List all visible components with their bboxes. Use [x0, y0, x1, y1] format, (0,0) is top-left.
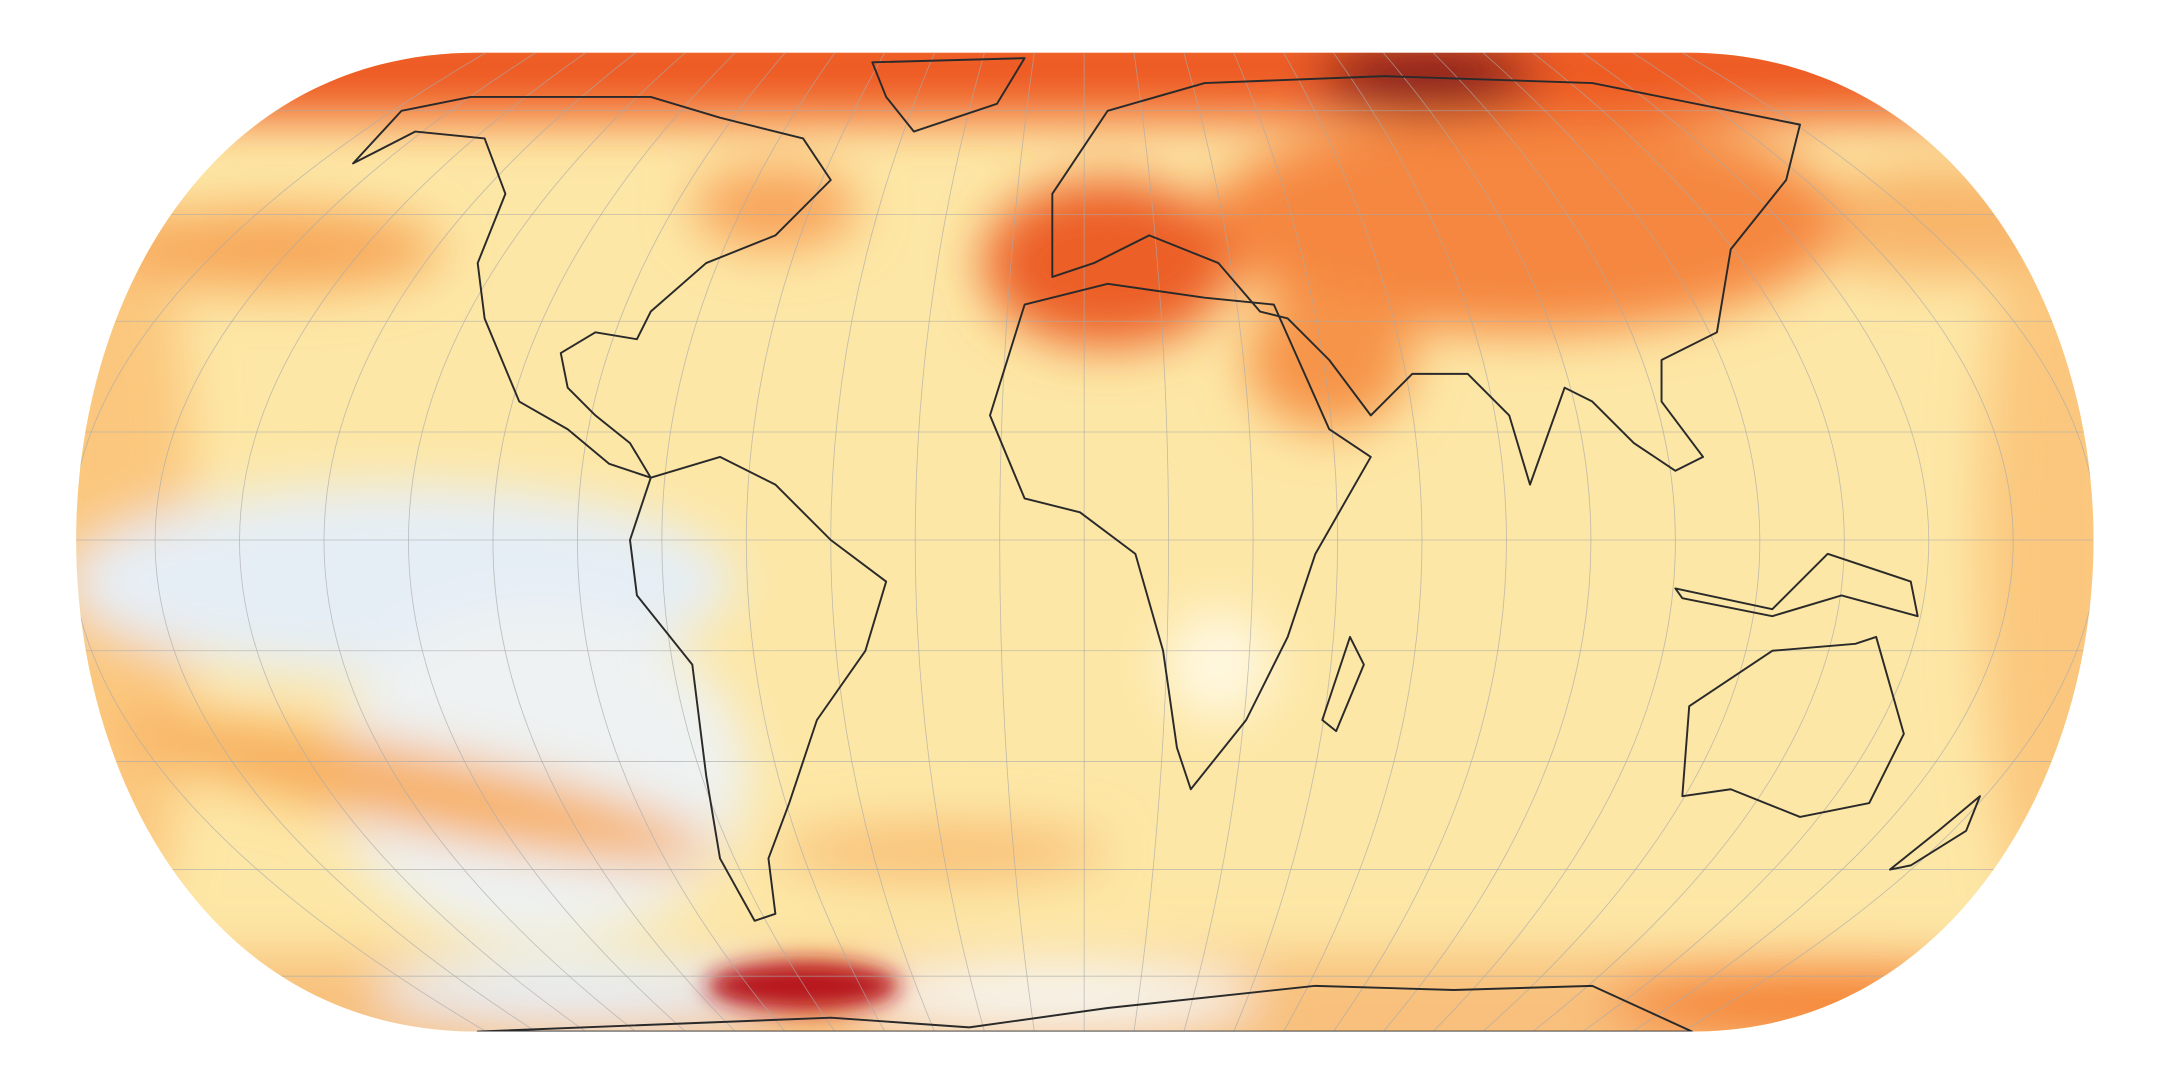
indonesia	[1674, 552, 1919, 618]
australia	[1681, 635, 1905, 818]
meridian	[1482, 52, 1761, 1032]
antarctica	[476, 984, 1693, 1032]
north-america	[352, 95, 832, 479]
meridian	[1532, 52, 1845, 1032]
meridian	[1632, 52, 2014, 1032]
new-zealand	[1889, 795, 1981, 871]
meridian	[1582, 52, 1929, 1032]
meridian	[1133, 52, 1170, 1032]
anomaly-field	[76, 52, 2094, 1032]
meridian	[492, 52, 736, 1032]
meridian	[239, 52, 586, 1032]
meridian	[914, 52, 985, 1032]
meridian	[1183, 52, 1254, 1032]
greenland	[871, 57, 1026, 133]
meridian	[1283, 52, 1423, 1032]
coastlines	[352, 57, 1981, 1032]
madagascar	[1321, 635, 1365, 733]
meridian	[323, 52, 636, 1032]
antarctic-hotspot	[706, 960, 900, 1011]
africa	[989, 282, 1372, 791]
meridian	[1382, 52, 1592, 1032]
meridian	[408, 52, 686, 1032]
meridian	[1333, 52, 1507, 1032]
meridian	[154, 52, 537, 1032]
eurasia	[1051, 75, 1801, 486]
meridian	[577, 52, 786, 1032]
meridian	[661, 52, 836, 1032]
meridian	[76, 52, 487, 1032]
meridian	[1432, 52, 1676, 1032]
meridian	[1682, 52, 2094, 1032]
meridian	[1233, 52, 1338, 1032]
south-america	[629, 455, 888, 922]
graticule	[76, 52, 2094, 1032]
meridian	[999, 52, 1035, 1032]
